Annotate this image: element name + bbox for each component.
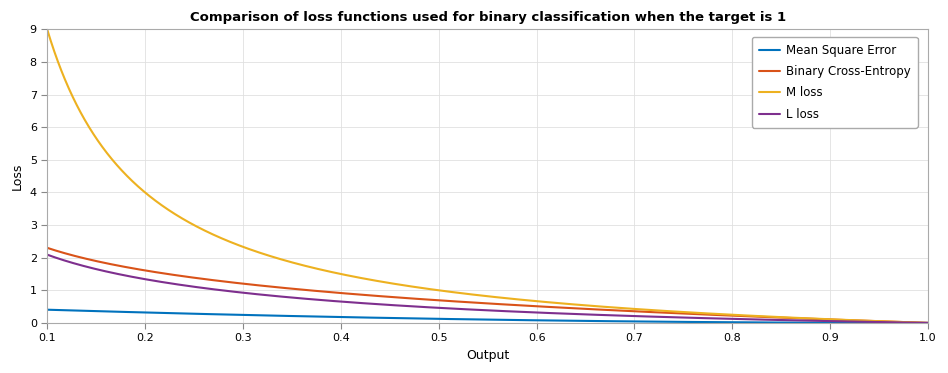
Mean Square Error — [735, 320, 746, 325]
Mean Square Error — [42, 307, 53, 312]
Y-axis label: Loss: Loss — [11, 163, 24, 190]
Binary Cross-Entropy — [42, 245, 53, 250]
M loss — [922, 321, 934, 325]
M loss — [897, 320, 908, 324]
Mean Square Error — [470, 317, 482, 322]
L loss — [922, 321, 934, 325]
L loss — [897, 320, 908, 325]
Binary Cross-Entropy — [447, 299, 458, 304]
Title: Comparison of loss functions used for binary classification when the target is 1: Comparison of loss functions used for bi… — [190, 11, 786, 24]
Line: M loss: M loss — [47, 29, 928, 323]
L loss — [735, 317, 746, 321]
Legend: Mean Square Error, Binary Cross-Entropy, M loss, L loss: Mean Square Error, Binary Cross-Entropy,… — [752, 37, 918, 128]
M loss — [42, 27, 53, 32]
Mean Square Error — [86, 309, 98, 313]
Mean Square Error — [447, 317, 458, 321]
Binary Cross-Entropy — [897, 320, 908, 324]
X-axis label: Output: Output — [466, 349, 509, 362]
Binary Cross-Entropy — [922, 321, 934, 325]
L loss — [470, 307, 482, 312]
Mean Square Error — [922, 321, 934, 325]
L loss — [447, 306, 458, 311]
Line: Mean Square Error: Mean Square Error — [47, 310, 928, 323]
M loss — [86, 130, 98, 134]
L loss — [897, 320, 908, 325]
Binary Cross-Entropy — [86, 258, 98, 262]
L loss — [86, 266, 98, 270]
Mean Square Error — [897, 321, 908, 325]
M loss — [470, 293, 482, 297]
M loss — [735, 313, 746, 317]
M loss — [447, 290, 458, 294]
Line: L loss: L loss — [47, 255, 928, 323]
M loss — [897, 320, 908, 324]
L loss — [42, 253, 53, 257]
Binary Cross-Entropy — [735, 314, 746, 318]
Line: Binary Cross-Entropy: Binary Cross-Entropy — [47, 248, 928, 323]
Mean Square Error — [897, 321, 908, 325]
Binary Cross-Entropy — [897, 320, 908, 324]
Binary Cross-Entropy — [470, 300, 482, 305]
